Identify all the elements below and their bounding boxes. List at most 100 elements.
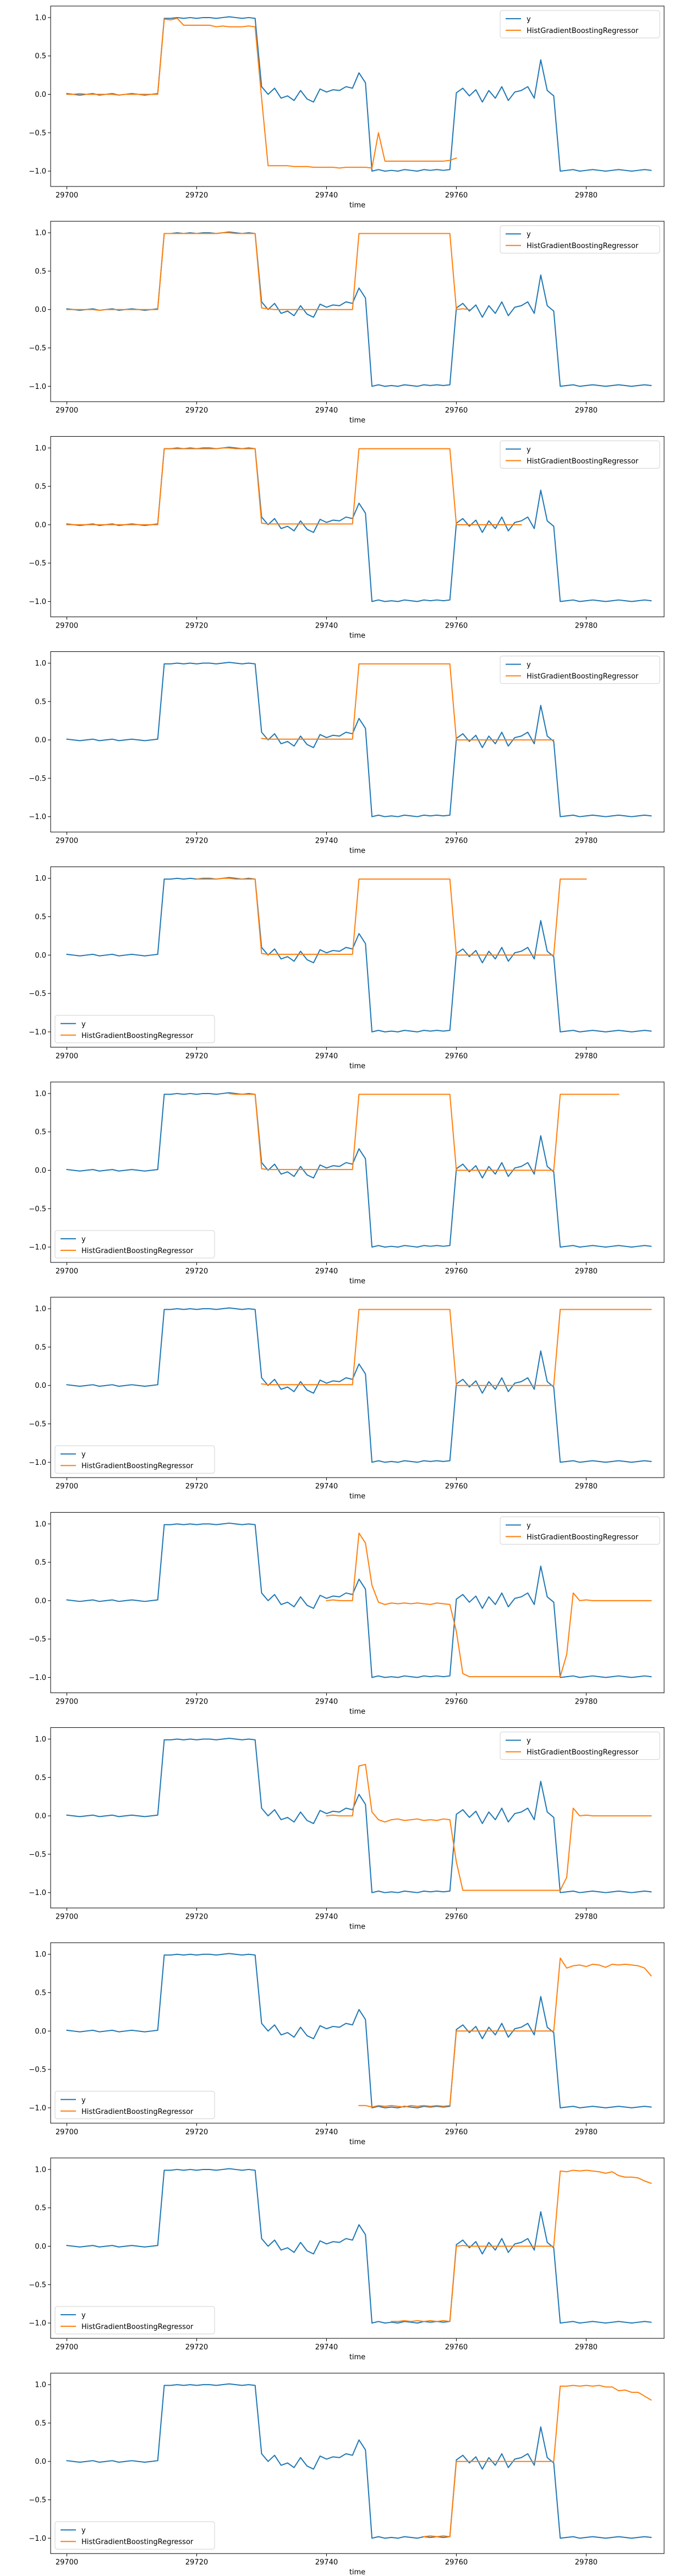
series-line-hgbr <box>261 663 555 741</box>
y-tick-label: 0.5 <box>35 267 46 276</box>
x-tick-label: 29760 <box>445 1267 468 1276</box>
y-tick-label: −1.0 <box>29 1889 46 1897</box>
x-tick-label: 29700 <box>56 1482 78 1491</box>
y-tick-label: 0.5 <box>35 483 46 491</box>
y-tick-label: −1.0 <box>29 1674 46 1682</box>
legend-label: HistGradientBoostingRegressor <box>527 27 639 35</box>
x-axis-label: time <box>349 2353 365 2361</box>
y-tick-label: 1.0 <box>35 660 46 668</box>
x-tick-label: 29760 <box>445 1052 468 1061</box>
x-tick-label: 29740 <box>315 2128 338 2136</box>
subplot-6: 29700 29720 29740 29760 29780 −1.0 −0.5 0.0 0.5 1… <box>29 1081 665 1286</box>
x-axis-label: time <box>349 1707 365 1716</box>
x-tick-label: 29780 <box>575 1913 598 1921</box>
x-tick-label: 29700 <box>56 1913 78 1921</box>
series-line-y <box>66 877 652 1032</box>
x-axis-label: time <box>349 847 365 855</box>
y-tick-label: −1.0 <box>29 2535 46 2543</box>
y-tick-label: −0.5 <box>29 990 46 998</box>
y-tick-label: −0.5 <box>29 1420 46 1429</box>
subplot-12: 29700 29720 29740 29760 29780 −1.0 −0.5 0.0 0.5 1… <box>29 2372 665 2576</box>
x-tick-label: 29740 <box>315 622 338 630</box>
x-tick-label: 29760 <box>445 2558 468 2567</box>
x-tick-label: 29780 <box>575 191 598 200</box>
series-line-y <box>66 2383 652 2539</box>
y-tick-label: −0.5 <box>29 344 46 353</box>
legend-box <box>500 1732 660 1760</box>
legend-label: HistGradientBoostingRegressor <box>81 1032 194 1040</box>
legend-box <box>54 2306 215 2335</box>
legend-label: y <box>527 15 531 24</box>
series-line-y <box>66 1953 652 2108</box>
series-line-hgbr <box>326 1764 652 1891</box>
legend-box <box>500 10 660 39</box>
y-tick-label: 0.0 <box>35 1167 46 1175</box>
x-tick-label: 29700 <box>56 1698 78 1706</box>
x-tick-label: 29780 <box>575 2128 598 2136</box>
x-tick-label: 29700 <box>56 407 78 415</box>
x-tick-label: 29740 <box>315 2343 338 2352</box>
x-tick-label: 29720 <box>185 622 208 630</box>
y-tick-label: 1.0 <box>35 1305 46 1314</box>
series-line-hgbr <box>261 1309 652 1386</box>
y-tick-label: 1.0 <box>35 1520 46 1529</box>
x-tick-label: 29700 <box>56 2343 78 2352</box>
y-tick-label: −0.5 <box>29 129 46 138</box>
y-tick-label: 1.0 <box>35 2166 46 2174</box>
y-tick-label: −0.5 <box>29 1205 46 1213</box>
legend-label: y <box>81 1020 86 1029</box>
subplot-5: 29700 29720 29740 29760 29780 −1.0 −0.5 0.0 0.5 1… <box>29 866 665 1070</box>
x-axis-label: time <box>349 1492 365 1501</box>
legend-label: y <box>527 1522 531 1530</box>
y-tick-label: −1.0 <box>29 598 46 606</box>
y-tick-label: −1.0 <box>29 1459 46 1467</box>
y-tick-label: 0.5 <box>35 1128 46 1136</box>
y-tick-label: 1.0 <box>35 1090 46 1098</box>
y-tick-label: 1.0 <box>35 444 46 453</box>
x-tick-label: 29780 <box>575 1267 598 1276</box>
x-tick-label: 29740 <box>315 1698 338 1706</box>
y-tick-label: 0.0 <box>35 737 46 745</box>
x-tick-label: 29760 <box>445 1698 468 1706</box>
y-tick-label: −1.0 <box>29 2320 46 2328</box>
y-tick-label: 0.0 <box>35 521 46 529</box>
x-tick-label: 29700 <box>56 837 78 845</box>
legend-label: HistGradientBoostingRegressor <box>81 2108 194 2116</box>
x-tick-label: 29740 <box>315 2558 338 2567</box>
x-tick-label: 29760 <box>445 1913 468 1921</box>
legend-label: y <box>527 1737 531 1745</box>
x-tick-label: 29740 <box>315 1052 338 1061</box>
x-tick-label: 29720 <box>185 1698 208 1706</box>
x-tick-label: 29780 <box>575 622 598 630</box>
legend-label: HistGradientBoostingRegressor <box>81 2323 194 2331</box>
legend-label: HistGradientBoostingRegressor <box>527 1749 639 1757</box>
y-tick-label: 0.5 <box>35 52 46 61</box>
x-tick-label: 29700 <box>56 191 78 200</box>
x-tick-label: 29720 <box>185 1482 208 1491</box>
legend-label: HistGradientBoostingRegressor <box>527 242 639 250</box>
legend-label: HistGradientBoostingRegressor <box>527 457 639 465</box>
y-tick-label: −1.0 <box>29 168 46 176</box>
series-line-y <box>66 1092 652 1248</box>
x-tick-label: 29720 <box>185 2128 208 2136</box>
x-axis-label: time <box>349 1923 365 1931</box>
x-tick-label: 29700 <box>56 1052 78 1061</box>
legend-label: HistGradientBoostingRegressor <box>81 1462 194 1470</box>
x-tick-label: 29700 <box>56 2128 78 2136</box>
y-tick-label: 1.0 <box>35 1735 46 1744</box>
legend-label: y <box>81 2526 86 2535</box>
legend: y HistGradientBoostingRegressor <box>500 225 660 254</box>
legend: y HistGradientBoostingRegressor <box>500 1732 660 1760</box>
legend-box <box>54 2091 215 2119</box>
y-tick-label: 0.5 <box>35 2204 46 2212</box>
y-tick-label: 0.0 <box>35 1812 46 1821</box>
x-tick-label: 29740 <box>315 1482 338 1491</box>
y-tick-label: −0.5 <box>29 2281 46 2289</box>
subplot-11: 29700 29720 29740 29760 29780 −1.0 −0.5 0.0 0.5 1… <box>29 2157 665 2361</box>
y-tick-label: −1.0 <box>29 813 46 821</box>
legend-label: y <box>81 2311 86 2320</box>
x-tick-label: 29740 <box>315 191 338 200</box>
y-tick-label: 0.0 <box>35 1382 46 1390</box>
x-tick-label: 29780 <box>575 407 598 415</box>
